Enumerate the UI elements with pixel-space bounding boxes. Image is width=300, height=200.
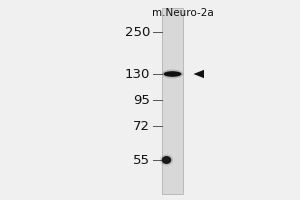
Ellipse shape [162,70,183,78]
Text: 72: 72 [133,119,150,132]
Text: 95: 95 [133,94,150,106]
Ellipse shape [160,154,173,166]
Bar [162,8,183,194]
Text: 130: 130 [124,68,150,80]
Text: m.Neuro-2a: m.Neuro-2a [152,8,214,18]
Ellipse shape [164,71,181,77]
Text: 250: 250 [124,25,150,38]
Text: 55: 55 [133,154,150,166]
Polygon shape [194,70,204,78]
Ellipse shape [162,156,171,164]
